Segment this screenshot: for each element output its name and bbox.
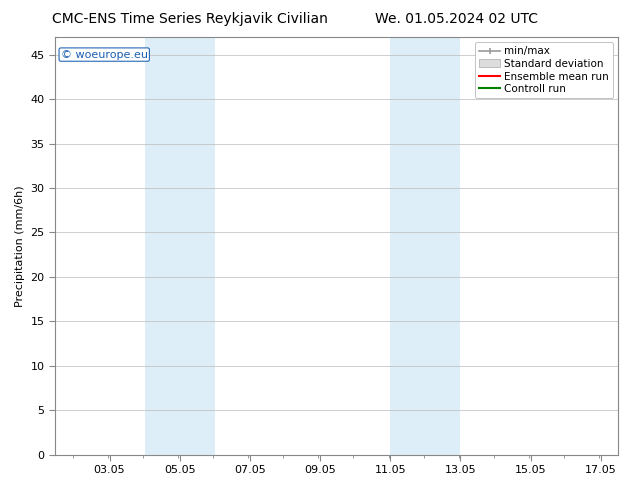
Text: CMC-ENS Time Series Reykjavik Civilian: CMC-ENS Time Series Reykjavik Civilian — [52, 12, 328, 26]
Text: © woeurope.eu: © woeurope.eu — [61, 49, 148, 60]
Y-axis label: Precipitation (mm/6h): Precipitation (mm/6h) — [15, 185, 25, 307]
Bar — [145, 37, 215, 455]
Legend: min/max, Standard deviation, Ensemble mean run, Controll run: min/max, Standard deviation, Ensemble me… — [475, 42, 613, 98]
Text: We. 01.05.2024 02 UTC: We. 01.05.2024 02 UTC — [375, 12, 538, 26]
Bar — [391, 37, 460, 455]
